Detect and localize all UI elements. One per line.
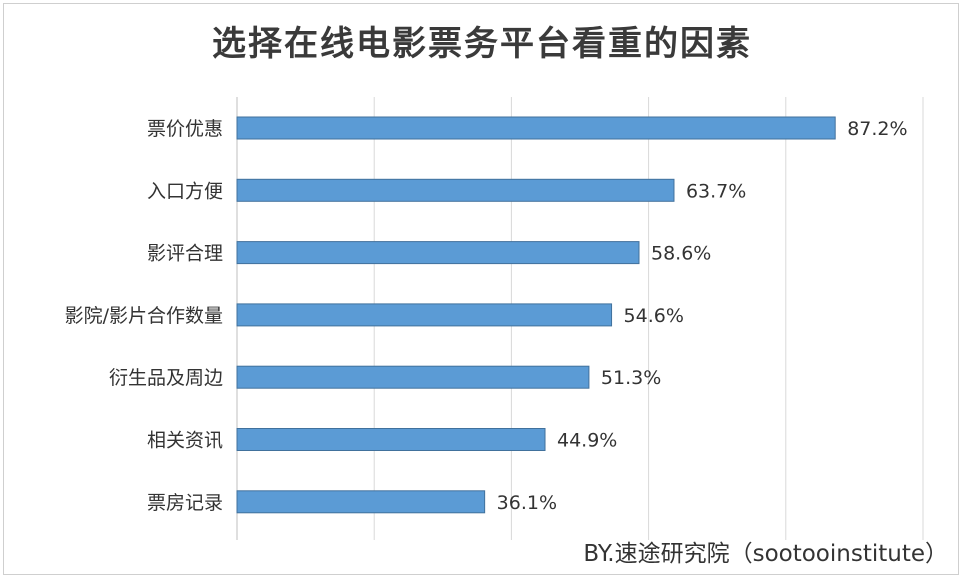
category-label-4: 衍生品及周边 <box>109 367 223 389</box>
chart-frame <box>3 3 959 575</box>
value-label-3: 54.6% <box>624 305 684 327</box>
value-label-2: 58.6% <box>651 243 711 265</box>
category-label-1: 入口方便 <box>147 180 223 202</box>
category-label-2: 影评合理 <box>147 243 223 265</box>
value-label-6: 36.1% <box>497 492 557 514</box>
bar-5 <box>236 428 546 451</box>
bar-6 <box>236 490 486 514</box>
category-label-5: 相关资讯 <box>147 430 223 452</box>
category-label-3: 影院/影片合作数量 <box>65 305 223 327</box>
value-label-4: 51.3% <box>601 367 661 389</box>
value-label-1: 63.7% <box>686 180 746 202</box>
category-label-6: 票房记录 <box>147 492 223 514</box>
value-label-0: 87.2% <box>847 118 907 140</box>
bar-4 <box>236 365 590 389</box>
value-labels: 87.2% 63.7% 58.6% 54.6% 51.3% 44.9% 36.1% <box>497 118 908 514</box>
bar-0 <box>236 116 836 140</box>
bar-3 <box>236 303 613 327</box>
value-label-5: 44.9% <box>557 430 617 452</box>
source-credit: BY.速途研究院（sootooinstitute） <box>583 541 948 567</box>
chart-title: 选择在线电影票务平台看重的因素 <box>212 24 752 64</box>
bar-2 <box>236 241 640 265</box>
bars <box>236 116 836 514</box>
category-label-0: 票价优惠 <box>147 118 223 140</box>
bar-1 <box>236 178 675 202</box>
